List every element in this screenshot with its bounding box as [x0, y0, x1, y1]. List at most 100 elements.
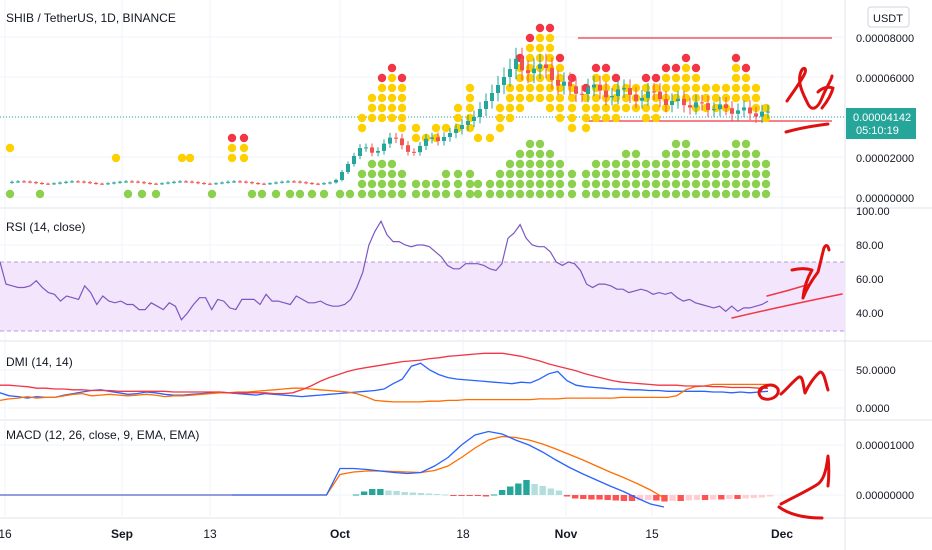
- candle-body: [598, 84, 602, 91]
- candle-body: [634, 94, 638, 101]
- yellow-dot: [239, 153, 249, 163]
- green-dot: [515, 169, 525, 179]
- yellow-dot: [555, 63, 565, 73]
- candle-body: [82, 181, 86, 183]
- red-dot: [601, 63, 611, 73]
- yellow-dot: [691, 83, 701, 93]
- candle-body: [736, 110, 740, 114]
- yellow-dot: [731, 83, 741, 93]
- yellow-dot: [505, 113, 515, 123]
- macd-histogram-bar: [385, 490, 392, 495]
- adx-line: [0, 352, 768, 395]
- green-dot: [711, 169, 721, 179]
- green-dot: [151, 189, 161, 199]
- candle-body: [88, 182, 92, 184]
- vertical-gridlines: [4, 0, 783, 518]
- yellow-dot: [397, 113, 407, 123]
- green-dot: [367, 169, 377, 179]
- green-dot: [621, 189, 631, 199]
- macd-layer: [0, 430, 774, 508]
- yellow-dot: [465, 93, 475, 103]
- candle-body: [226, 181, 230, 183]
- candle-body: [436, 137, 440, 141]
- green-dot: [741, 149, 751, 159]
- green-dot: [535, 149, 545, 159]
- green-dot: [377, 169, 387, 179]
- green-dot: [411, 189, 421, 199]
- macd-histogram-bar: [369, 489, 376, 495]
- candle-body: [442, 137, 446, 141]
- yellow-dot: [567, 103, 577, 113]
- green-dot: [545, 169, 555, 179]
- candle-body: [652, 91, 656, 93]
- green-dot: [357, 179, 367, 189]
- yellow-dot: [591, 73, 601, 83]
- candle-body: [688, 105, 692, 108]
- rsi-tick: 80.00: [856, 240, 884, 252]
- rsi-tick: 40.00: [856, 308, 884, 320]
- green-dot: [545, 179, 555, 189]
- candle-body: [40, 183, 44, 185]
- green-dot: [357, 189, 367, 199]
- candle-body: [178, 181, 182, 183]
- macd-signal-line: [232, 435, 665, 499]
- green-dot: [137, 189, 147, 199]
- annotation-scribble: [779, 370, 830, 396]
- macd-histogram-bar: [409, 492, 417, 495]
- yellow-dot: [611, 103, 621, 113]
- candle-body: [328, 182, 332, 184]
- candle-body: [538, 64, 542, 69]
- green-dot: [631, 159, 641, 169]
- candle-body: [448, 133, 452, 137]
- red-dot: [691, 63, 701, 73]
- yellow-dot: [545, 43, 555, 53]
- green-dot: [681, 169, 691, 179]
- green-dot: [525, 149, 535, 159]
- yellow-dot: [741, 83, 751, 93]
- candle-body: [418, 145, 422, 153]
- yellow-dot: [377, 83, 387, 93]
- green-dot: [681, 179, 691, 189]
- green-dot: [731, 139, 741, 149]
- yellow-dot: [505, 93, 515, 103]
- candlestick-layer: [10, 47, 770, 185]
- yellow-dot: [545, 33, 555, 43]
- macd-histogram-bar: [360, 491, 368, 495]
- price-tick: 0.00000000: [856, 193, 914, 205]
- green-dot: [691, 179, 701, 189]
- candle-body: [244, 181, 248, 183]
- candle-body: [112, 182, 116, 184]
- macd-histogram-bar: [515, 483, 522, 495]
- green-dot: [691, 159, 701, 169]
- candle-body: [676, 98, 680, 101]
- green-dot: [731, 189, 741, 199]
- price-tick: 0.00006000: [856, 73, 914, 85]
- currency-button[interactable]: [867, 6, 910, 28]
- green-dot: [485, 179, 495, 189]
- macd-histogram-bar: [523, 480, 530, 495]
- green-dot: [5, 189, 15, 199]
- green-dot: [681, 149, 691, 159]
- yellow-dot: [485, 133, 495, 143]
- green-dot: [377, 189, 387, 199]
- red-dot: [227, 133, 237, 143]
- green-dot: [671, 189, 681, 199]
- macd-histogram-bar: [636, 495, 644, 501]
- green-dot: [751, 179, 761, 189]
- yellow-dot: [581, 93, 591, 103]
- green-dot: [701, 179, 711, 189]
- green-dot: [731, 159, 741, 169]
- candle-body: [64, 181, 68, 183]
- green-dot: [357, 169, 367, 179]
- yellow-dot: [525, 73, 535, 83]
- yellow-dot: [701, 93, 711, 103]
- price-tick: 0.00008000: [856, 33, 914, 45]
- macd-histogram-bar: [645, 495, 652, 500]
- green-dot: [535, 179, 545, 189]
- green-dot: [741, 189, 751, 199]
- yellow-dot: [441, 123, 451, 133]
- macd-histogram-bar: [442, 494, 449, 496]
- red-dot: [525, 33, 535, 43]
- yellow-dot: [377, 103, 387, 113]
